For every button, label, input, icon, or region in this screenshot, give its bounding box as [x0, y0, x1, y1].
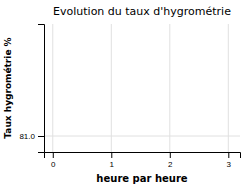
y-tick-mark [38, 136, 44, 137]
x-tick-mark [228, 152, 229, 158]
grid-line-x [169, 24, 170, 152]
chart: 0 1 2 3 81.0 Evolution du taux d'hygrométrie h… [0, 0, 250, 188]
y-axis-line [38, 25, 45, 153]
y-tick-label: 81.0 [19, 132, 35, 141]
x-tick-mark [170, 152, 171, 158]
grid-line-x [111, 24, 112, 152]
grid-line-x [52, 24, 53, 152]
grid-line-x [228, 24, 229, 152]
x-axis: 0 1 2 3 [45, 152, 241, 169]
y-axis: 81.0 [19, 25, 44, 153]
x-tick-mark [53, 152, 54, 158]
x-tick: 1 [110, 152, 115, 169]
title: Evolution du taux d'hygrométrie [53, 5, 231, 18]
x-tick-label: 2 [168, 160, 173, 169]
x-tick-mark [111, 152, 112, 158]
y-tick: 81.0 [19, 132, 44, 141]
x-axis-title: heure par heure [96, 173, 187, 184]
x-tick: 0 [51, 152, 56, 169]
grid [44, 24, 240, 152]
x-tick: 2 [168, 152, 173, 169]
x-tick-label: 1 [110, 160, 115, 169]
y-axis-title: Taux hygrométrie % [3, 37, 13, 138]
x-tick-label: 0 [51, 160, 56, 169]
x-tick: 3 [227, 152, 232, 169]
grid-line-y [44, 136, 240, 137]
plot-area: 0 1 2 3 81.0 [19, 24, 240, 169]
x-tick-label: 3 [227, 160, 232, 169]
x-axis-line [45, 153, 241, 159]
